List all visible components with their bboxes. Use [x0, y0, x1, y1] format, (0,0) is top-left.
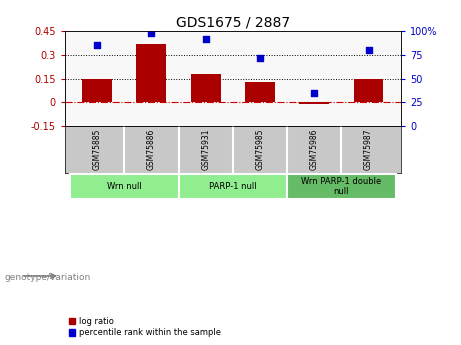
Point: [202, 36, 209, 41]
Text: GSM75931: GSM75931: [201, 129, 210, 170]
Point: [148, 30, 155, 36]
Text: Wrn null: Wrn null: [107, 182, 142, 191]
Point: [311, 90, 318, 96]
Text: GSM75885: GSM75885: [93, 129, 101, 170]
Bar: [82, 79, 112, 102]
FancyBboxPatch shape: [70, 174, 178, 199]
Title: GDS1675 / 2887: GDS1675 / 2887: [176, 16, 290, 30]
Text: GSM75886: GSM75886: [147, 129, 156, 170]
Text: GSM75986: GSM75986: [310, 129, 319, 170]
Point: [365, 47, 372, 53]
Text: PARP-1 null: PARP-1 null: [209, 182, 257, 191]
Point: [256, 55, 264, 60]
Bar: [354, 79, 384, 102]
Bar: [191, 74, 221, 102]
Text: Wrn PARP-1 double
null: Wrn PARP-1 double null: [301, 177, 382, 196]
Bar: [245, 82, 275, 102]
FancyBboxPatch shape: [178, 174, 287, 199]
Point: [94, 42, 101, 48]
Bar: [136, 44, 166, 102]
Legend: log ratio, percentile rank within the sample: log ratio, percentile rank within the sa…: [69, 317, 221, 337]
Bar: [299, 102, 329, 104]
Text: GSM75987: GSM75987: [364, 129, 373, 170]
Text: genotype/variation: genotype/variation: [5, 273, 91, 282]
Text: GSM75985: GSM75985: [255, 129, 265, 170]
FancyBboxPatch shape: [287, 174, 396, 199]
